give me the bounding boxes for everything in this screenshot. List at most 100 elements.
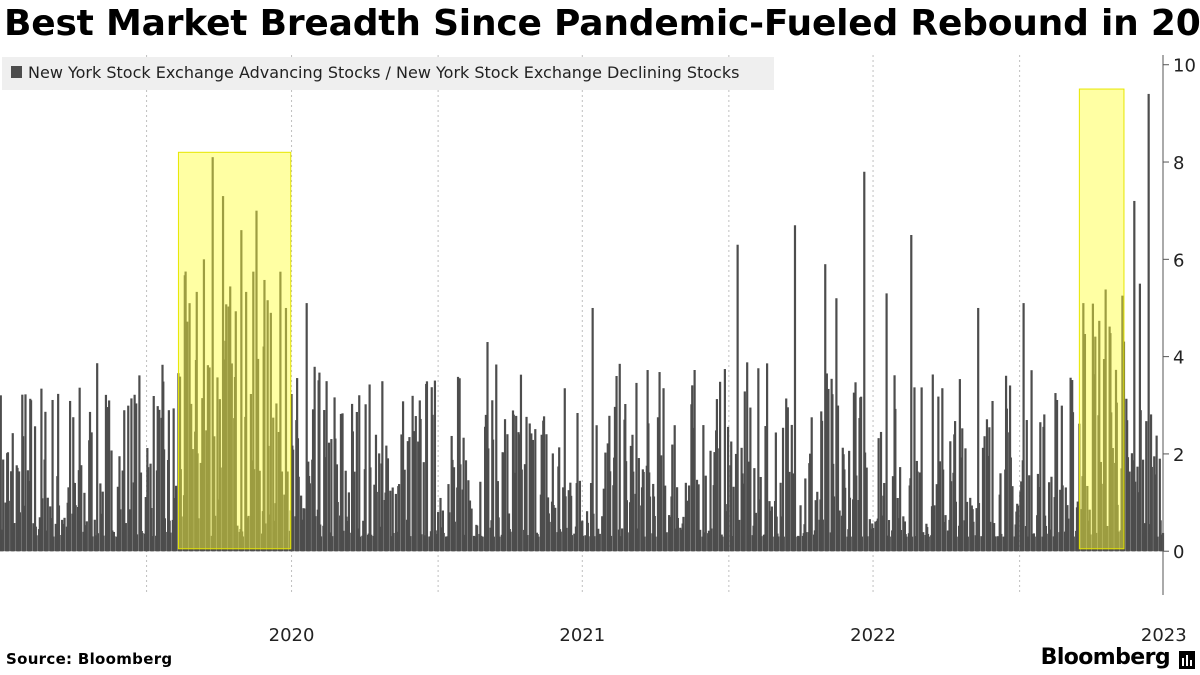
bar: [1050, 476, 1053, 552]
bar: [342, 530, 345, 552]
bar: [883, 482, 886, 552]
bar: [913, 387, 916, 552]
bar: [1115, 402, 1118, 552]
legend-label: New York Stock Exchange Advancing Stocks…: [28, 63, 739, 82]
bar: [2, 459, 5, 552]
bar: [1061, 485, 1064, 552]
bar: [1116, 504, 1119, 552]
bar: [88, 411, 92, 552]
bar: [1131, 460, 1134, 552]
bar: [0, 395, 2, 552]
bar: [392, 533, 395, 552]
bar: [563, 388, 566, 552]
bar: [816, 491, 819, 552]
bar: [347, 492, 350, 552]
bar: [865, 467, 868, 552]
bar: [764, 426, 767, 552]
bar: [442, 532, 445, 552]
bar: [491, 439, 495, 552]
bar: [188, 303, 191, 552]
bar: [351, 431, 354, 552]
bar: [127, 405, 130, 552]
bar: [595, 425, 598, 552]
bar: [855, 475, 858, 552]
bar: [1158, 458, 1161, 552]
bar: [1039, 422, 1042, 552]
bar: [593, 536, 596, 552]
bar: [381, 381, 384, 552]
legend-swatch: [11, 66, 22, 78]
bar: [537, 536, 540, 552]
bar: [991, 400, 994, 552]
bar: [664, 485, 667, 552]
bar: [51, 399, 54, 552]
bar: [400, 434, 403, 552]
bar: [1104, 289, 1107, 552]
bar: [358, 536, 362, 552]
bar: [339, 413, 343, 552]
bar: [770, 506, 773, 552]
bar: [849, 536, 852, 552]
bar: [433, 380, 437, 552]
bar: [730, 441, 733, 552]
bar: [252, 271, 255, 552]
y-tick-label: 10: [1173, 56, 1196, 77]
bar: [313, 366, 316, 552]
bar: [916, 471, 919, 552]
bar: [964, 448, 967, 552]
bar: [1033, 536, 1036, 552]
bar: [378, 453, 381, 552]
bar: [704, 475, 707, 552]
bar: [782, 536, 785, 552]
bar: [202, 259, 206, 552]
bar: [635, 382, 638, 552]
bar: [267, 445, 270, 552]
bar: [749, 407, 752, 552]
bar: [101, 491, 104, 552]
bar: [169, 532, 172, 552]
bar: [283, 494, 286, 552]
bar: [391, 487, 394, 552]
bar: [988, 427, 991, 552]
bar: [999, 473, 1002, 552]
bar: [1111, 448, 1114, 552]
bar: [305, 303, 308, 552]
bar: [319, 536, 323, 552]
bar: [606, 443, 609, 552]
bar: [955, 536, 958, 552]
bar: [629, 445, 632, 552]
bar: [394, 493, 397, 552]
bar: [777, 536, 780, 552]
bar: [625, 500, 629, 552]
bar: [615, 376, 618, 552]
bar: [83, 492, 86, 552]
bar: [247, 515, 250, 552]
bar: [723, 369, 726, 552]
bar: [492, 536, 495, 552]
bar: [774, 432, 777, 552]
bar: [771, 536, 774, 552]
bar: [408, 437, 411, 552]
bar: [852, 392, 856, 552]
bar: [790, 424, 793, 552]
bar: [699, 529, 702, 552]
bar: [1055, 399, 1059, 552]
bar: [697, 484, 700, 552]
bar: [715, 399, 719, 552]
bar: [452, 467, 456, 552]
bar: [1089, 534, 1092, 552]
bar: [966, 536, 969, 552]
bar: [331, 536, 334, 552]
bar: [1022, 303, 1025, 552]
bar: [1100, 483, 1103, 552]
bar: [953, 421, 957, 552]
bar: [1139, 410, 1142, 552]
bar: [759, 476, 762, 552]
bar: [462, 437, 465, 552]
bar: [397, 484, 401, 552]
bar: [1005, 408, 1008, 552]
bar: [1072, 536, 1075, 552]
bar: [693, 370, 696, 552]
bar: [22, 436, 25, 552]
bar: [515, 415, 518, 552]
